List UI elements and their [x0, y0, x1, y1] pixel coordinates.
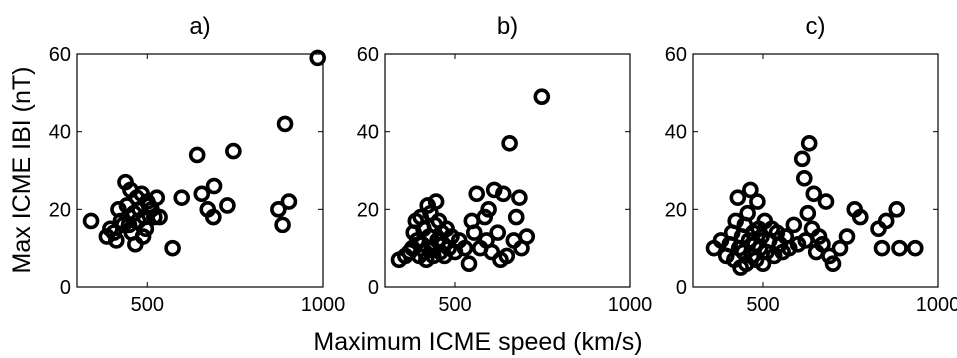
data-point	[821, 247, 838, 265]
data-point	[494, 185, 512, 203]
data-point	[485, 181, 503, 199]
data-point	[456, 239, 474, 257]
data-point	[810, 228, 828, 245]
data-point	[309, 49, 327, 67]
data-point	[134, 228, 152, 245]
data-point	[419, 197, 437, 214]
data-point	[501, 135, 518, 152]
panel-a: a) 0 20 40 60 500 1000	[49, 13, 346, 316]
y-tick-label: 60	[49, 44, 71, 66]
data-point	[873, 239, 891, 257]
x-axis-label: Maximum ICME speed (km/s)	[313, 328, 642, 356]
data-point	[511, 189, 528, 206]
data-point	[742, 181, 759, 199]
data-point	[146, 208, 163, 226]
data-point	[851, 208, 869, 226]
y-tick-label: 20	[665, 199, 687, 221]
data-point	[824, 255, 842, 273]
data-point	[780, 239, 798, 257]
y-tick-label: 60	[357, 44, 379, 66]
data-point	[137, 220, 155, 238]
x-tick-label: 1000	[916, 294, 957, 316]
data-point	[507, 208, 525, 226]
data-point	[276, 115, 294, 133]
data-point	[795, 169, 813, 187]
data-point	[108, 232, 125, 249]
x-tick-label: 500	[746, 294, 779, 316]
y-tick-label: 40	[665, 122, 687, 144]
x-tick-label: 500	[131, 294, 164, 316]
data-point	[465, 224, 483, 241]
y-tick-label: 40	[49, 122, 71, 144]
panel-title: a)	[189, 13, 210, 40]
data-point	[274, 216, 291, 234]
plot-frame	[76, 53, 324, 288]
y-axis-label: Max ICME IBI (nT)	[8, 67, 36, 274]
data-point	[727, 212, 745, 230]
data-point	[891, 239, 908, 257]
data-point	[193, 185, 211, 203]
data-point	[712, 232, 730, 249]
panel-title: b)	[497, 13, 518, 40]
data-point	[489, 224, 507, 241]
data-point	[219, 197, 236, 214]
data-point	[749, 193, 766, 210]
panel-c: c) 0 20 40 60 500 1000	[665, 13, 957, 316]
data-point	[805, 185, 823, 203]
data-point	[205, 177, 223, 195]
y-tick-label: 0	[676, 277, 687, 299]
y-tick-label: 20	[357, 199, 379, 221]
y-tick-label: 40	[357, 122, 379, 144]
data-point	[82, 212, 100, 230]
data-point	[468, 185, 486, 203]
data-point	[427, 193, 445, 210]
plot-frame	[692, 53, 939, 288]
data-point	[739, 204, 756, 222]
data-point	[280, 193, 298, 210]
data-point	[870, 220, 887, 238]
x-tick-label: 1000	[608, 294, 653, 316]
data-point	[838, 228, 856, 245]
data-point	[785, 216, 803, 234]
data-point	[533, 88, 551, 106]
data-point	[205, 208, 222, 226]
data-point	[877, 212, 895, 230]
data-point	[480, 201, 497, 218]
data-point	[498, 247, 516, 265]
data-point	[800, 135, 818, 152]
panel-b: b) 0 20 40 60 500 1000	[357, 13, 653, 316]
data-point	[817, 193, 835, 210]
data-point	[225, 142, 242, 160]
y-tick-label: 20	[49, 199, 71, 221]
y-tick-label: 60	[665, 44, 687, 66]
data-point	[105, 224, 123, 241]
data-point	[188, 146, 206, 164]
y-tick-label: 0	[60, 277, 71, 299]
data-point	[151, 208, 168, 226]
data-point	[173, 189, 191, 206]
data-point	[164, 239, 181, 257]
y-tick-label: 0	[368, 277, 379, 299]
data-point	[888, 201, 906, 218]
data-point	[729, 189, 747, 206]
data-point	[505, 232, 523, 249]
data-point	[799, 204, 817, 222]
x-tick-label: 500	[438, 294, 471, 316]
data-point	[148, 189, 166, 206]
data-point	[906, 239, 924, 257]
data-point	[270, 201, 287, 218]
data-point	[460, 255, 478, 273]
panel-title: c)	[806, 13, 826, 40]
data-point	[518, 228, 536, 245]
data-point	[814, 235, 831, 253]
x-tick-label: 1000	[301, 294, 346, 316]
data-point	[831, 239, 849, 257]
plot-frame	[384, 53, 631, 288]
data-point	[793, 150, 811, 168]
